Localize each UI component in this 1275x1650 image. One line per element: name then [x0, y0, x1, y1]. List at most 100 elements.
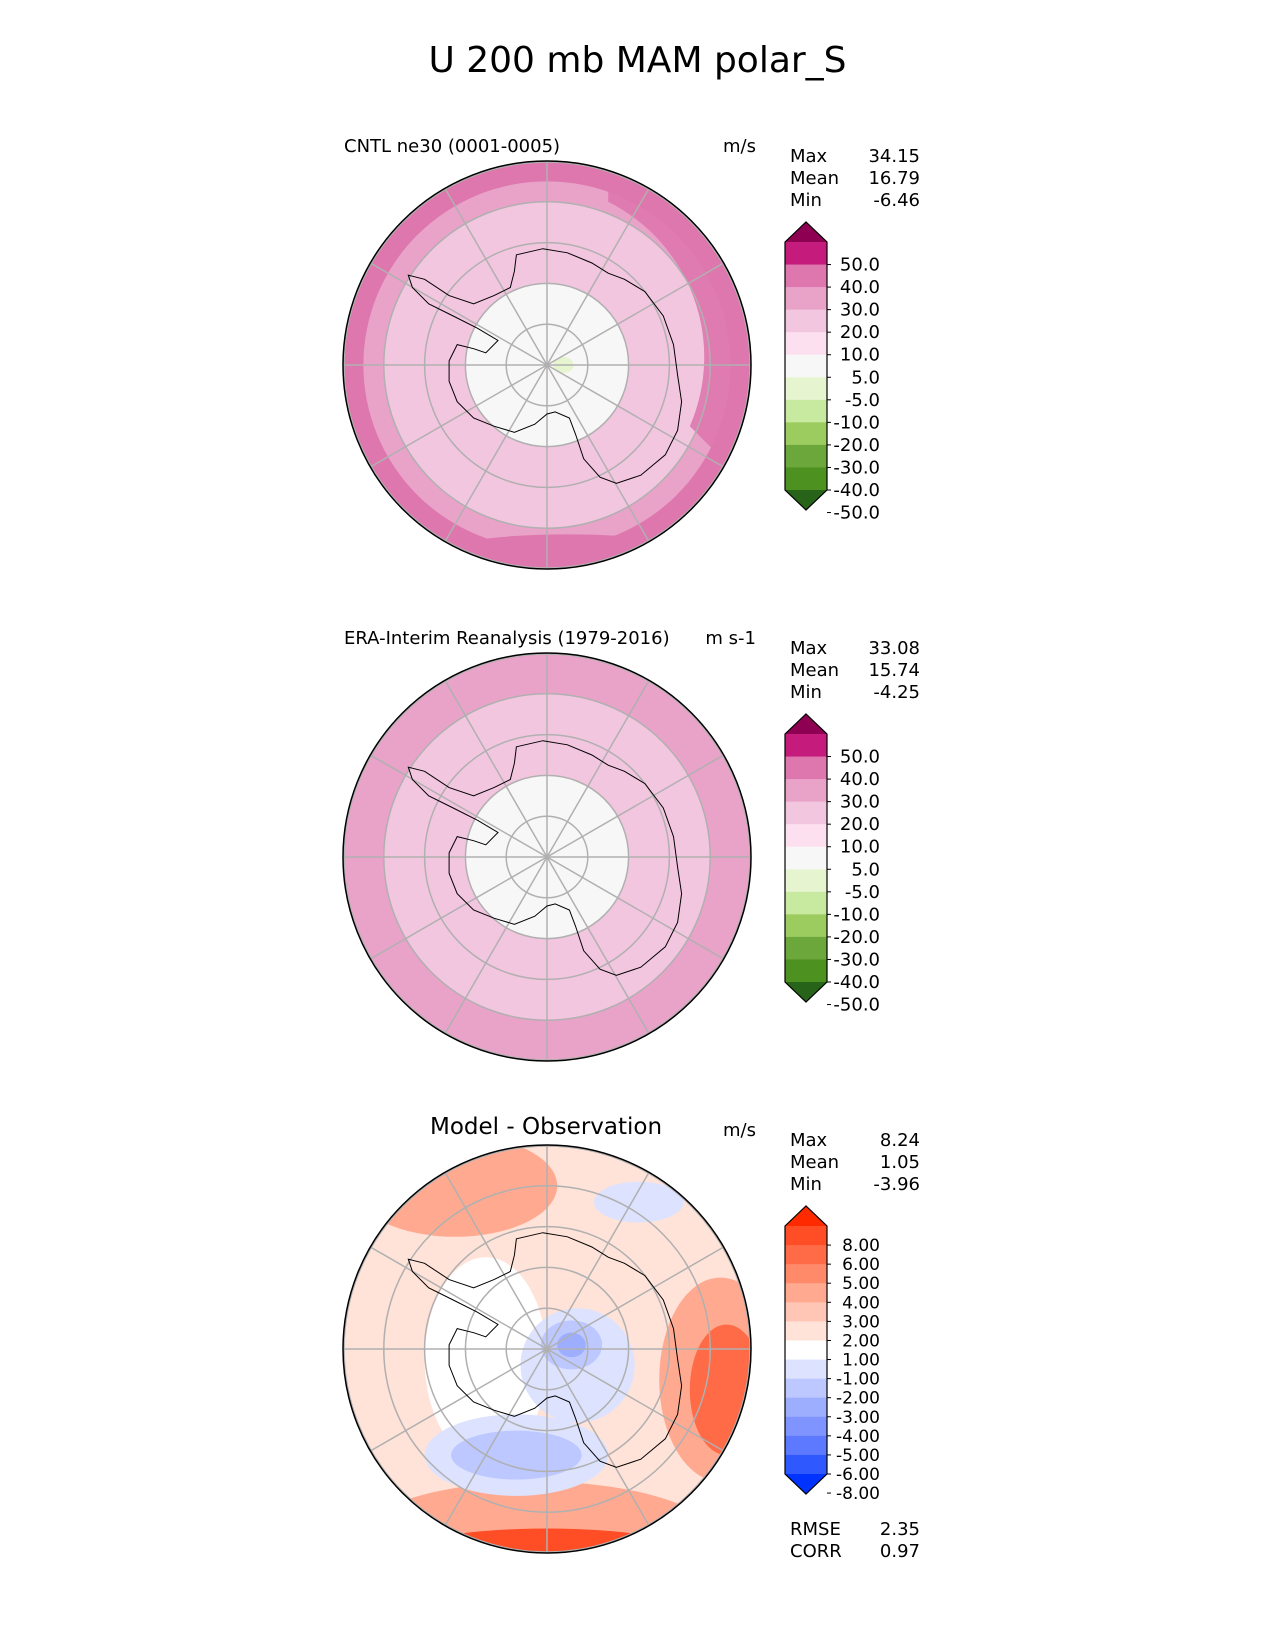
colorbar-tick-label: -10.0	[833, 904, 880, 925]
colorbar-segment	[785, 287, 827, 311]
colorbar-tick-label: -1.00	[836, 1370, 880, 1390]
colorbar-segment	[785, 1245, 827, 1265]
meridian-line	[444, 1348, 548, 1527]
colorbar-tick-label: -6.00	[836, 1465, 880, 1485]
colorbar-abs: 50.040.030.020.010.05.0-5.0-10.0-20.0-30…	[784, 713, 880, 1016]
panel-units: m/s	[723, 1120, 756, 1141]
colorbar-extend-top	[785, 714, 827, 734]
meridian-line	[444, 1171, 548, 1350]
colorbar-tick-label: -2.00	[836, 1389, 880, 1409]
panel-obs: ERA-Interim Reanalysis (1979-2016) m s-1…	[0, 622, 1275, 1102]
colorbar-segment	[785, 399, 827, 423]
figure-title: U 200 mb MAM polar_S	[428, 40, 847, 81]
colorbar-tick-label: 8.00	[842, 1236, 880, 1256]
meridian-line	[546, 856, 650, 1035]
meridian-line	[546, 1246, 725, 1350]
colorbar-tick-label: 6.00	[842, 1255, 880, 1275]
colorbar-tick-label: 1.00	[842, 1351, 880, 1371]
colorbar-tick-label: -10.0	[833, 412, 880, 433]
polar-map-obs	[342, 652, 752, 1062]
colorbar-segment	[785, 444, 827, 468]
colorbar-abs: 50.040.030.020.010.05.0-5.0-10.0-20.0-30…	[784, 221, 880, 524]
colorbar-tick-label: -5.00	[836, 1446, 880, 1466]
colorbar-tick-label: -30.0	[833, 949, 880, 970]
colorbar-segment	[785, 354, 827, 378]
colorbar-segments	[785, 714, 827, 1002]
panel-model: CNTL ne30 (0001-0005) m/s Max 34.15 Mean 1…	[0, 130, 1275, 610]
colorbar-diff: 8.006.005.004.003.002.001.00-1.00-2.00-3…	[784, 1205, 880, 1504]
map-boundary	[342, 652, 752, 1062]
colorbar-extend-bottom	[785, 982, 827, 1002]
colorbar-segment	[785, 1321, 827, 1341]
colorbar-tick-label: 40.0	[840, 769, 880, 790]
colorbar-tick-label: -20.0	[833, 927, 880, 948]
difference-patch	[424, 1257, 547, 1462]
panel-units: m s-1	[705, 628, 756, 649]
colorbar-extend-bottom	[785, 490, 827, 510]
colorbar-segment	[785, 801, 827, 825]
colorbar-segment	[785, 1226, 827, 1246]
meridian-line	[546, 679, 650, 858]
meridian-line	[369, 1246, 548, 1350]
colorbar-segments	[785, 222, 827, 510]
antarctica-coastline	[407, 1232, 683, 1468]
colorbar-tick-label: 2.00	[842, 1331, 880, 1351]
colorbar-segment	[785, 891, 827, 915]
difference-patch	[593, 1181, 684, 1223]
colorbar-segment	[785, 914, 827, 938]
meridian-line	[369, 364, 548, 468]
colorbar-tick-label: 10.0	[840, 837, 880, 858]
colorbar-segments	[785, 1206, 827, 1494]
colorbar-tick-label: -5.0	[845, 882, 880, 903]
colorbar-tick-label: 5.00	[842, 1274, 880, 1294]
jet-core	[608, 161, 751, 467]
colorbar-tick-label: -3.00	[836, 1408, 880, 1428]
colorbar-segment	[785, 242, 827, 266]
panel-title: Model - Observation	[430, 1114, 663, 1140]
meridian-line	[546, 754, 725, 858]
meridian-line	[546, 364, 650, 543]
meridian-line	[369, 754, 548, 858]
polar-map-diff	[342, 1144, 752, 1554]
colorbar-segment	[785, 756, 827, 780]
antarctica-coastline	[407, 740, 683, 976]
meridian-line	[444, 856, 548, 1035]
colorbar-segment	[785, 1454, 827, 1475]
polar-map-model	[342, 160, 752, 570]
colorbar-segment	[785, 824, 827, 848]
colorbar-tick-label: 5.0	[851, 859, 880, 880]
colorbar-segment	[785, 779, 827, 803]
meridian-line	[546, 1171, 650, 1350]
colorbar-tick-label: 40.0	[840, 277, 880, 298]
colorbar-segment	[785, 1302, 827, 1322]
colorbar-tick-label: 30.0	[840, 792, 880, 813]
colorbar-segment	[785, 1416, 827, 1437]
meridian-line	[369, 1348, 548, 1452]
colorbar-tick-label: -20.0	[833, 435, 880, 456]
colorbar-segment	[785, 1397, 827, 1418]
colorbar-tick-label: 50.0	[840, 255, 880, 276]
colorbar-segment	[785, 1264, 827, 1284]
colorbar-tick-label: 30.0	[840, 300, 880, 321]
colorbar-segment	[785, 422, 827, 446]
colorbar-extend-top	[785, 222, 827, 242]
colorbar-segment	[785, 332, 827, 356]
colorbar-tick-label: -40.0	[833, 480, 880, 501]
meridian-line	[444, 679, 548, 858]
colorbar-tick-label: -50.0	[833, 995, 880, 1016]
colorbar-extend-bottom	[785, 1474, 827, 1494]
meridian-line	[444, 187, 548, 366]
graticule	[343, 1145, 751, 1553]
colorbar-tick-label: 20.0	[840, 322, 880, 343]
colorbar-tick-label: -8.00	[836, 1484, 880, 1504]
graticule	[343, 653, 751, 1061]
meridian-line	[369, 262, 548, 366]
meridian-line	[444, 364, 548, 543]
map-boundary	[342, 1144, 752, 1554]
panel-title: CNTL ne30 (0001-0005)	[344, 136, 561, 157]
colorbar-segment	[785, 846, 827, 870]
colorbar-segment	[785, 1340, 827, 1361]
colorbar-segment	[785, 1435, 827, 1456]
meridian-line	[546, 187, 650, 366]
colorbar-segment	[785, 309, 827, 333]
